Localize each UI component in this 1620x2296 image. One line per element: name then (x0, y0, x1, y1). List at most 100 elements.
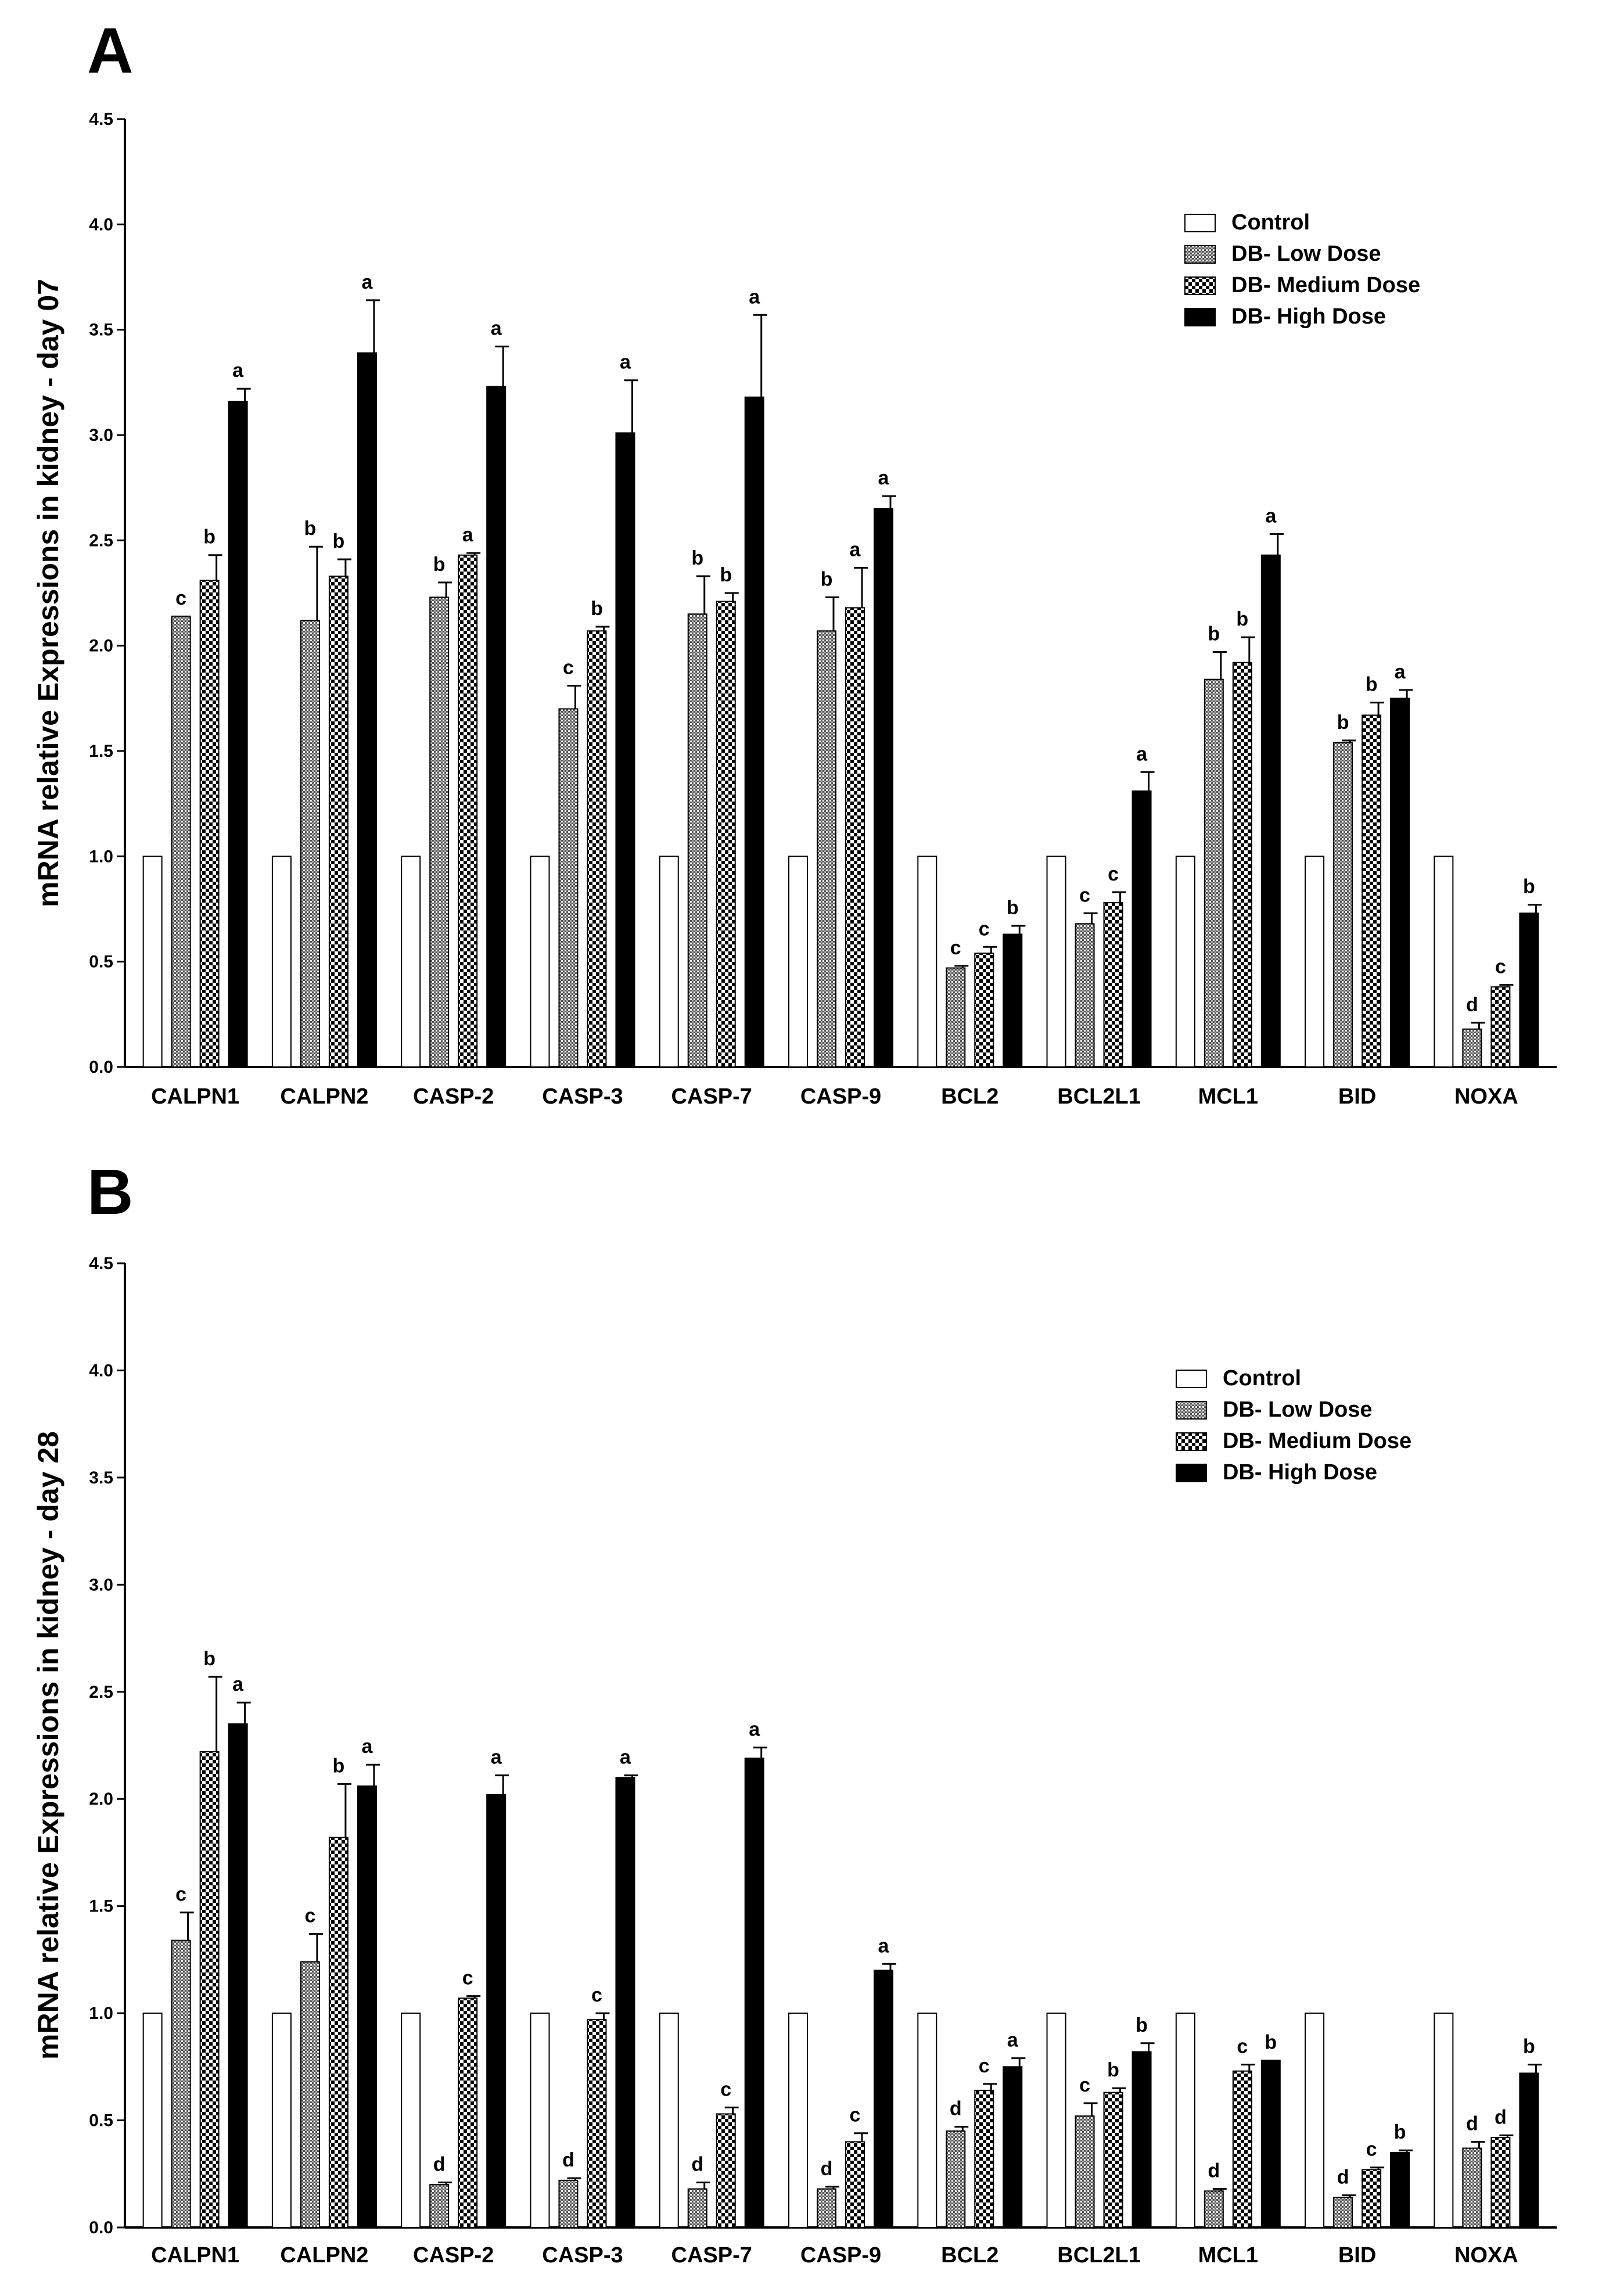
bar (1103, 2092, 1123, 2229)
significance-letter: d (950, 2098, 962, 2120)
bar (1519, 2072, 1539, 2228)
significance-letter: b (1337, 712, 1349, 734)
legend-swatch (1176, 1370, 1207, 1388)
bar (917, 2013, 937, 2228)
bar (142, 856, 163, 1068)
bar (817, 630, 836, 1068)
bar (1003, 933, 1023, 1068)
significance-letter: c (563, 657, 574, 679)
bar (1204, 2190, 1224, 2228)
y-tick-label: 1.0 (89, 2004, 113, 2023)
y-tick-label: 3.0 (89, 426, 113, 445)
category-label: CASP-9 (800, 1084, 881, 1109)
significance-letter: a (491, 318, 502, 340)
y-tick-label: 4.0 (89, 215, 113, 234)
category-label: NOXA (1454, 1084, 1518, 1109)
bar (1362, 714, 1382, 1068)
y-tick-label: 2.0 (89, 637, 113, 656)
panel-letter: A (87, 15, 133, 87)
y-tick-label: 4.0 (89, 1361, 113, 1380)
bar (357, 352, 377, 1068)
bar (788, 856, 808, 1068)
significance-letter: b (720, 564, 732, 586)
bar (171, 1939, 191, 2229)
significance-letter: d (1337, 2166, 1349, 2189)
bar (1175, 2013, 1195, 2228)
significance-letter: d (821, 2158, 833, 2180)
bar (1175, 856, 1195, 1068)
significance-letter: b (1007, 897, 1019, 919)
y-tick-label: 1.0 (89, 847, 113, 866)
bar (1462, 2147, 1482, 2229)
y-tick-label: 3.0 (89, 1575, 113, 1594)
significance-letter: c (1079, 2074, 1090, 2096)
bar (1390, 698, 1410, 1068)
category-label: BCL2L1 (1057, 1084, 1141, 1109)
significance-letter: c (850, 2104, 861, 2126)
significance-letter: b (1136, 2014, 1148, 2036)
bar (1490, 2137, 1511, 2228)
bar (659, 2013, 679, 2228)
significance-letter: b (203, 1648, 215, 1670)
bar (1434, 856, 1454, 1068)
legend-swatch (1184, 245, 1216, 264)
significance-letter: b (1523, 2036, 1535, 2058)
legend-swatch (1184, 308, 1216, 326)
significance-letter: a (232, 360, 244, 382)
significance-letter: d (691, 2154, 703, 2176)
bar (458, 1997, 478, 2228)
bar (328, 1837, 349, 2229)
bar (1260, 2060, 1281, 2228)
bar (1046, 2013, 1066, 2228)
bar (615, 1777, 635, 2228)
significance-letter: a (491, 1747, 502, 1769)
bar (1333, 2197, 1353, 2228)
significance-letter: b (1366, 674, 1378, 696)
bar (974, 2089, 994, 2229)
bar (1519, 912, 1539, 1068)
category-label: CALPN2 (280, 2243, 368, 2268)
bar (1075, 2115, 1095, 2228)
significance-letter: c (979, 2055, 990, 2077)
bar (744, 396, 764, 1068)
significance-letter: a (620, 351, 631, 373)
legend-label: DB- High Dose (1223, 1460, 1377, 1485)
bar (486, 1794, 507, 2229)
category-label: BCL2 (941, 1084, 998, 1109)
bar (1232, 662, 1252, 1068)
legend-swatch (1184, 214, 1216, 232)
bar (530, 2013, 550, 2228)
y-tick-label: 3.5 (89, 1468, 113, 1487)
significance-letter: d (433, 2154, 446, 2176)
significance-letter: c (1495, 956, 1506, 978)
bar (458, 554, 478, 1068)
bar (1232, 2070, 1252, 2229)
significance-letter: a (1265, 505, 1277, 527)
category-label: CASP-3 (542, 1084, 623, 1109)
significance-letter: b (1107, 2059, 1119, 2081)
significance-letter: b (1523, 876, 1535, 898)
legend-swatch (1176, 1432, 1207, 1451)
legend-swatch (1176, 1401, 1207, 1420)
category-label: MCL1 (1198, 1084, 1258, 1109)
significance-letter: a (620, 1747, 631, 1769)
category-label: CASP-9 (800, 2243, 881, 2268)
y-tick-label: 4.5 (89, 110, 113, 129)
significance-letter: b (691, 547, 703, 569)
bar (1362, 2169, 1382, 2228)
bar (1075, 923, 1095, 1068)
significance-letter: c (1079, 884, 1090, 906)
significance-letter: c (950, 937, 961, 959)
category-label: MCL1 (1198, 2243, 1258, 2268)
legend-swatch (1184, 276, 1216, 295)
bar (817, 2188, 836, 2229)
bar (687, 2188, 707, 2229)
bar (874, 508, 893, 1068)
y-tick-label: 1.5 (89, 742, 113, 761)
category-label: BCL2L1 (1057, 2243, 1141, 2268)
y-tick-label: 0.0 (89, 2218, 113, 2237)
bar (874, 1970, 893, 2228)
significance-letter: c (304, 1905, 315, 1927)
y-tick-label: 4.5 (89, 1254, 113, 1273)
bar (228, 400, 248, 1068)
